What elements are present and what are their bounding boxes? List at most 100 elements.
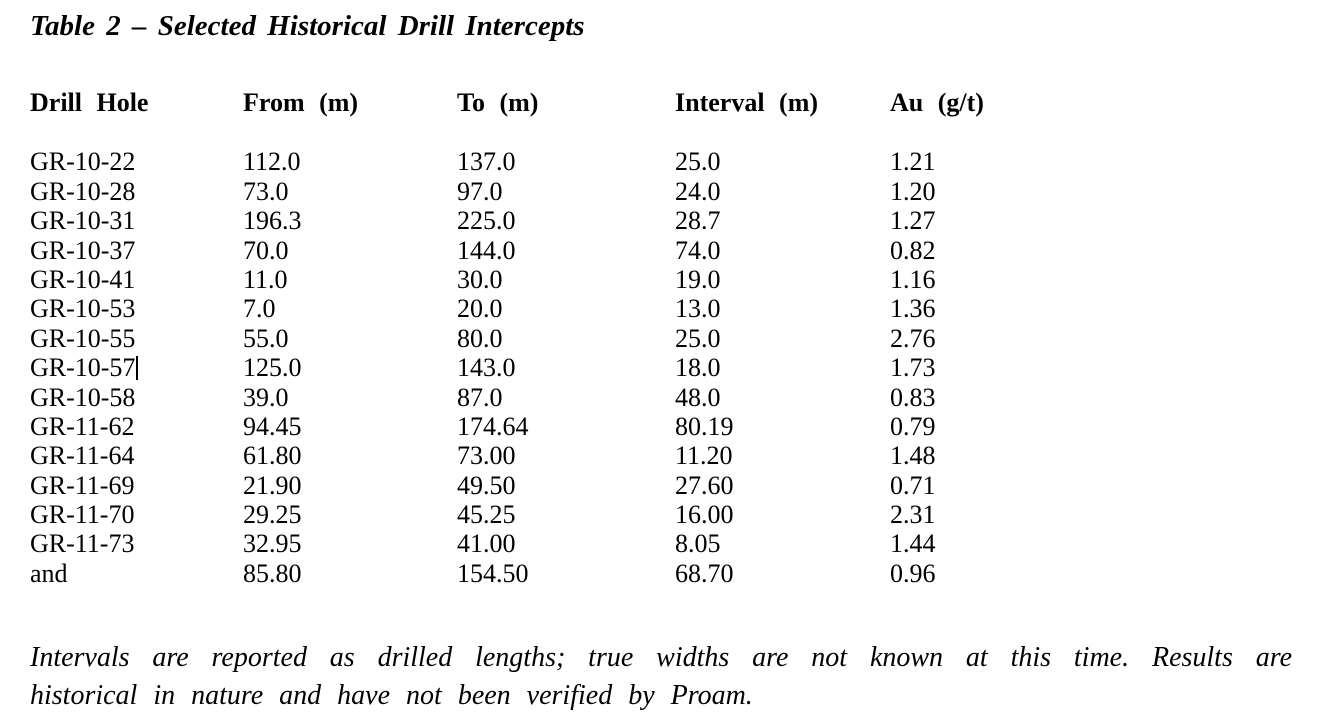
cell-to: 137.0 bbox=[457, 147, 516, 177]
cell-au: 0.83 bbox=[890, 382, 936, 412]
cell-to: 20.0 bbox=[457, 294, 503, 324]
cell-to: 143.0 bbox=[457, 353, 516, 383]
cell-interval: 80.19 bbox=[675, 411, 734, 441]
header-from: From (m) bbox=[243, 88, 359, 117]
cell-from: 21.90 bbox=[243, 470, 302, 500]
cell-interval: 28.7 bbox=[675, 206, 721, 236]
cell-au: 0.79 bbox=[890, 411, 936, 441]
table-row: GR-10-55 55.0 80.0 25.0 2.76 bbox=[30, 324, 1230, 353]
cell-drill-hole: GR-10-31 bbox=[30, 206, 136, 236]
header-to: To (m) bbox=[457, 88, 539, 117]
cell-drill-hole: GR-11-73 bbox=[30, 529, 135, 559]
cell-au: 1.27 bbox=[890, 206, 936, 236]
table-title: Table 2 – Selected Historical Drill Inte… bbox=[30, 10, 585, 42]
cell-interval: 25.0 bbox=[675, 323, 721, 353]
cell-from: 29.25 bbox=[243, 500, 302, 530]
cell-from: 196.3 bbox=[243, 206, 302, 236]
cell-drill-hole: and bbox=[30, 558, 68, 588]
table-row: GR-10-53 7.0 20.0 13.0 1.36 bbox=[30, 294, 1230, 323]
cell-au: 2.76 bbox=[890, 323, 936, 353]
table-row: GR-10-57 125.0 143.0 18.0 1.73 bbox=[30, 353, 1230, 382]
text-caret bbox=[136, 356, 139, 381]
cell-interval: 48.0 bbox=[675, 382, 721, 412]
table-row: GR-11-64 61.80 73.00 11.20 1.48 bbox=[30, 441, 1230, 470]
cell-au: 1.73 bbox=[890, 353, 936, 383]
table-row: GR-11-62 94.45 174.64 80.19 0.79 bbox=[30, 412, 1230, 441]
footnote-line-1: Intervals are reported as drilled length… bbox=[30, 642, 1292, 673]
cell-interval: 19.0 bbox=[675, 264, 721, 294]
cell-au: 2.31 bbox=[890, 500, 936, 530]
header-interval: Interval (m) bbox=[675, 88, 819, 117]
cell-interval: 25.0 bbox=[675, 147, 721, 177]
cell-au: 0.96 bbox=[890, 558, 936, 588]
cell-drill-hole: GR-11-62 bbox=[30, 411, 135, 441]
drill-hole-text: GR-10-57 bbox=[30, 353, 136, 383]
cell-from: 70.0 bbox=[243, 235, 289, 265]
cell-interval: 13.0 bbox=[675, 294, 721, 324]
cell-to: 45.25 bbox=[457, 500, 516, 530]
cell-interval: 18.0 bbox=[675, 353, 721, 383]
cell-interval: 74.0 bbox=[675, 235, 721, 265]
cell-from: 61.80 bbox=[243, 441, 302, 471]
table-row: GR-11-69 21.90 49.50 27.60 0.71 bbox=[30, 471, 1230, 500]
header-drill-hole: Drill Hole bbox=[30, 88, 149, 117]
cell-from: 73.0 bbox=[243, 176, 289, 206]
cell-to: 49.50 bbox=[457, 470, 516, 500]
cell-drill-hole: GR-10-55 bbox=[30, 323, 136, 353]
footnote-line-2: historical in nature and have not been v… bbox=[30, 680, 753, 711]
cell-to: 30.0 bbox=[457, 264, 503, 294]
table-row: GR-10-41 11.0 30.0 19.0 1.16 bbox=[30, 265, 1230, 294]
table-row: GR-11-73 32.95 41.00 8.05 1.44 bbox=[30, 529, 1230, 558]
table-row: GR-10-28 73.0 97.0 24.0 1.20 bbox=[30, 177, 1230, 206]
footnote: Intervals are reported as drilled length… bbox=[30, 639, 1292, 715]
cell-drill-hole: GR-10-41 bbox=[30, 264, 136, 294]
cell-from: 125.0 bbox=[243, 353, 302, 383]
cell-au: 1.44 bbox=[890, 529, 936, 559]
cell-drill-hole: GR-11-70 bbox=[30, 500, 135, 530]
cell-drill-hole: GR-10-37 bbox=[30, 235, 136, 265]
cell-interval: 68.70 bbox=[675, 558, 734, 588]
cell-drill-hole: GR-10-22 bbox=[30, 147, 136, 177]
table-row: and 85.80 154.50 68.70 0.96 bbox=[30, 559, 1230, 588]
cell-to: 154.50 bbox=[457, 558, 529, 588]
cell-au: 1.36 bbox=[890, 294, 936, 324]
table-row: GR-10-58 39.0 87.0 48.0 0.83 bbox=[30, 383, 1230, 412]
cell-to: 225.0 bbox=[457, 206, 516, 236]
cell-to: 87.0 bbox=[457, 382, 503, 412]
cell-interval: 8.05 bbox=[675, 529, 721, 559]
cell-au: 1.48 bbox=[890, 441, 936, 471]
cell-drill-hole: GR-10-53 bbox=[30, 294, 136, 324]
cell-interval: 24.0 bbox=[675, 176, 721, 206]
table-row: GR-11-70 29.25 45.25 16.00 2.31 bbox=[30, 500, 1230, 529]
cell-interval: 11.20 bbox=[675, 441, 733, 471]
cell-from: 55.0 bbox=[243, 323, 289, 353]
cell-from: 94.45 bbox=[243, 411, 302, 441]
cell-drill-hole: GR-11-69 bbox=[30, 470, 135, 500]
cell-to: 80.0 bbox=[457, 323, 503, 353]
cell-interval: 27.60 bbox=[675, 470, 734, 500]
table-row: GR-10-31 196.3 225.0 28.7 1.27 bbox=[30, 206, 1230, 235]
cell-drill-hole: GR-10-28 bbox=[30, 176, 136, 206]
cell-from: 32.95 bbox=[243, 529, 302, 559]
cell-from: 11.0 bbox=[243, 264, 288, 294]
cell-from: 7.0 bbox=[243, 294, 276, 324]
cell-from: 85.80 bbox=[243, 558, 302, 588]
table-row: GR-10-22 112.0 137.0 25.0 1.21 bbox=[30, 147, 1230, 176]
header-au: Au (g/t) bbox=[890, 88, 984, 117]
cell-drill-hole: GR-10-58 bbox=[30, 382, 136, 412]
cell-to: 97.0 bbox=[457, 176, 503, 206]
cell-au: 1.16 bbox=[890, 264, 936, 294]
table-header-row: Drill Hole From (m) To (m) Interval (m) … bbox=[30, 88, 1230, 117]
cell-to: 144.0 bbox=[457, 235, 516, 265]
cell-au: 0.71 bbox=[890, 470, 936, 500]
cell-au: 1.20 bbox=[890, 176, 936, 206]
cell-drill-hole: GR-10-57 bbox=[30, 353, 243, 382]
cell-interval: 16.00 bbox=[675, 500, 734, 530]
cell-from: 112.0 bbox=[243, 147, 301, 177]
cell-drill-hole: GR-11-64 bbox=[30, 441, 135, 471]
cell-to: 174.64 bbox=[457, 411, 529, 441]
table-row: GR-10-37 70.0 144.0 74.0 0.82 bbox=[30, 236, 1230, 265]
drill-intercepts-table: Drill Hole From (m) To (m) Interval (m) … bbox=[30, 88, 1230, 588]
cell-to: 73.00 bbox=[457, 441, 516, 471]
